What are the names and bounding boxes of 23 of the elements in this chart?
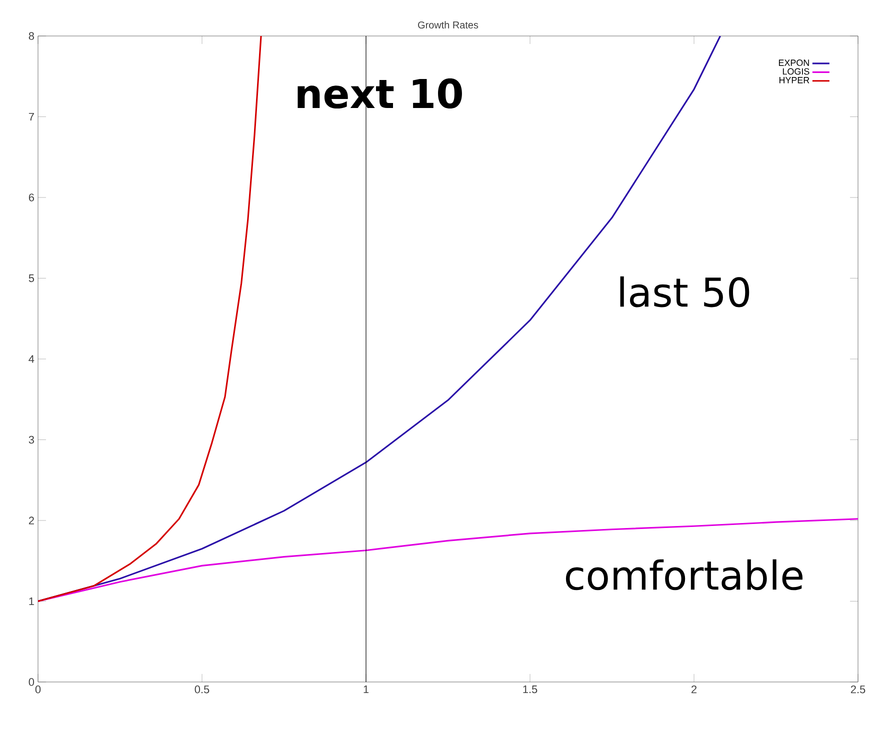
y-tick-label: 4 xyxy=(28,355,34,363)
x-tick-label: 2.5 xyxy=(850,686,866,694)
y-tick-label: 7 xyxy=(28,112,34,121)
x-tick-label: 0 xyxy=(35,686,41,694)
line-series xyxy=(38,518,858,602)
legend-label: HYPER xyxy=(779,77,810,84)
y-tick-label: 6 xyxy=(28,194,34,202)
y-tick-label: 0 xyxy=(28,678,34,686)
y-tick-label: 2 xyxy=(28,516,34,524)
y-tick-label: 8 xyxy=(28,32,34,40)
chart-title: Growth Rates xyxy=(418,21,478,28)
y-tick-label: 3 xyxy=(28,436,34,444)
x-tick-label: 1.5 xyxy=(523,686,538,694)
line-series xyxy=(38,36,262,602)
annotation: last 50 xyxy=(620,276,750,308)
x-tick-label: 2 xyxy=(692,686,697,694)
y-tick-label: 5 xyxy=(28,274,34,282)
annotation: comfortable xyxy=(566,559,802,590)
legend-label: EXPON xyxy=(778,60,809,66)
x-tick-label: 0.5 xyxy=(194,686,210,694)
legend-label: LOGIS xyxy=(782,68,810,75)
y-tick-label: 1 xyxy=(29,597,34,606)
x-tick-label: 1 xyxy=(364,686,369,694)
